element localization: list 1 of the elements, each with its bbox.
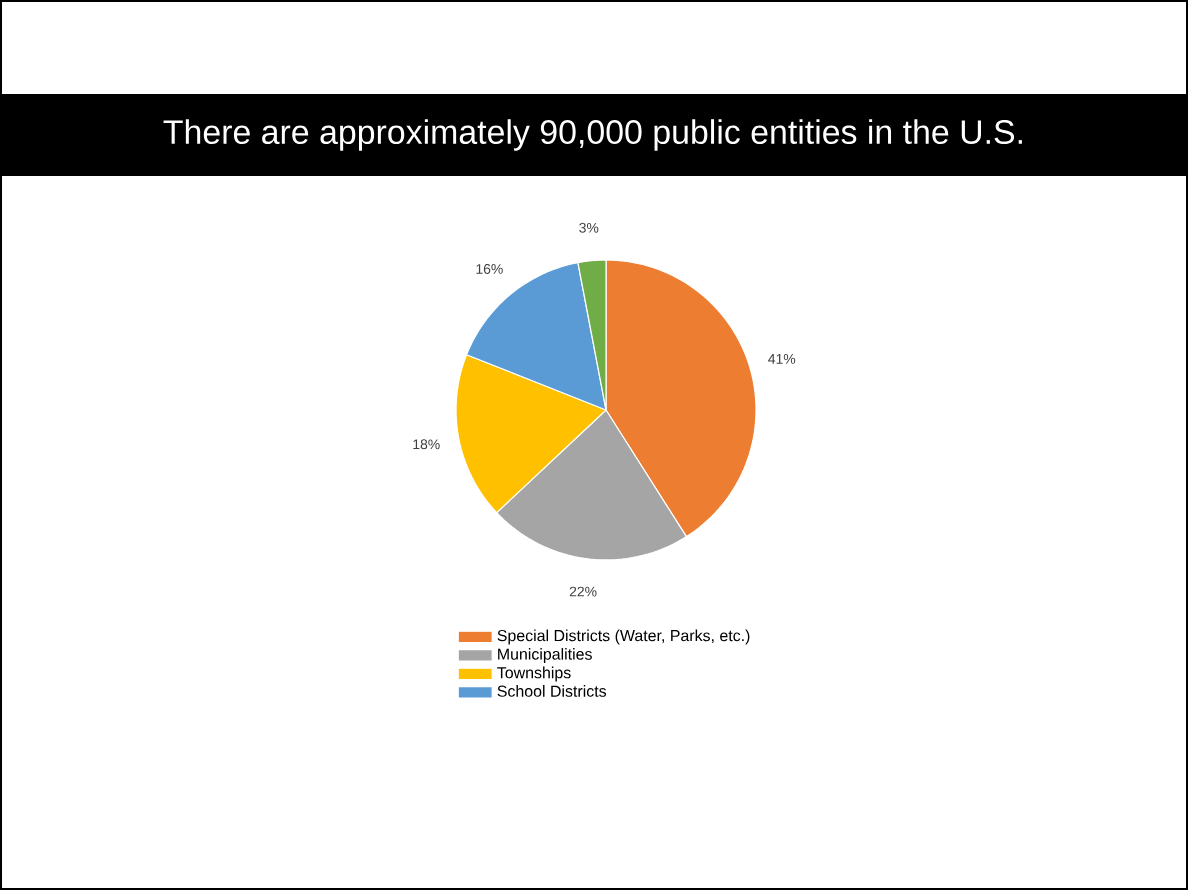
chart-title: There are approximately 90,000 public entities in the U.S. — [163, 119, 1022, 151]
